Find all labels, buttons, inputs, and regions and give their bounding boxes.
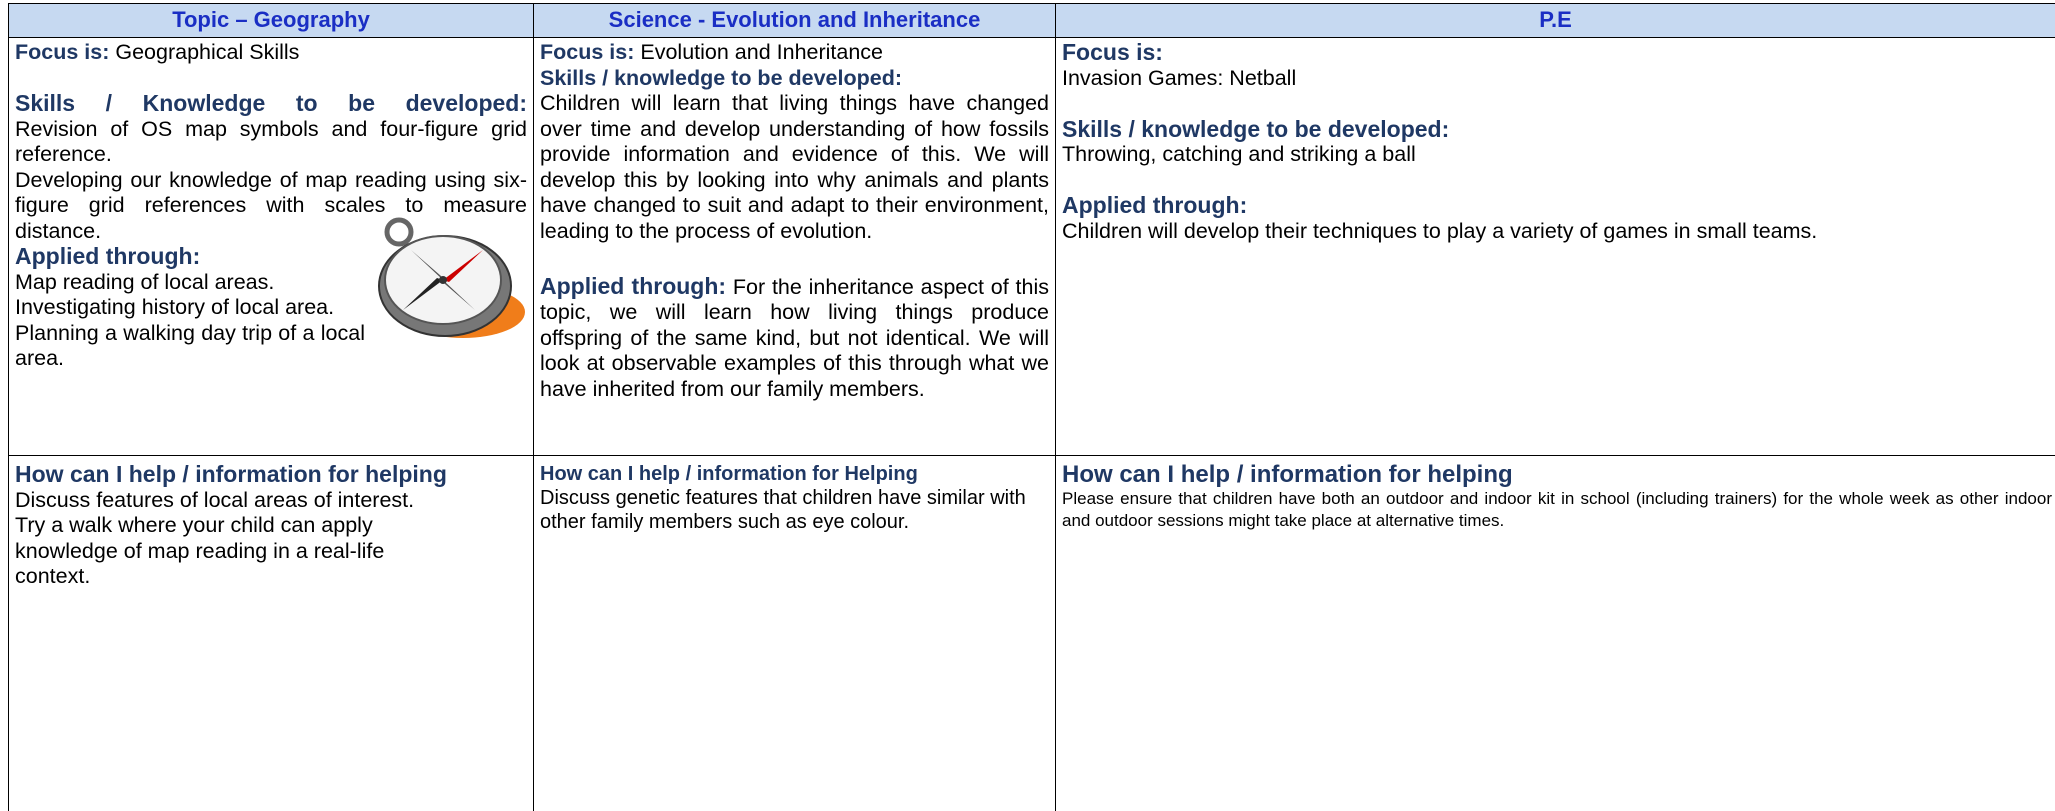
text: Discuss features of local areas of inter… xyxy=(15,487,415,512)
label: How can I help / information for helping xyxy=(1062,461,1513,488)
label: Applied through: xyxy=(15,243,201,269)
text: Evolution and Inheritance xyxy=(640,40,884,64)
label: How can I help / information for helping xyxy=(15,461,447,487)
label: Focus is: xyxy=(15,40,110,64)
text: Developing our knowledge of map reading … xyxy=(15,167,527,243)
cell: Focus is: Evolution and Inheritance Skil… xyxy=(533,37,1055,455)
label: Applied through: xyxy=(540,272,727,299)
label: Applied through: xyxy=(1062,192,1248,218)
text: Children will develop their techniques t… xyxy=(1062,218,1818,243)
text: Investigating history of local area. xyxy=(15,295,335,319)
compass-icon xyxy=(378,217,525,338)
label: Skills / Knowledge to be developed: xyxy=(15,90,527,116)
text: For the inheritance aspect of this topic… xyxy=(540,274,1049,401)
text: Planning a walking day trip of a local a… xyxy=(15,320,365,371)
cell: Focus is: Invasion Games: Netball Skills… xyxy=(1055,37,2055,455)
label: How can I help / information for Helping xyxy=(540,463,918,485)
cell: How can I help / information for helping… xyxy=(1055,455,2055,811)
text: Children will learn that living things h… xyxy=(540,91,1049,243)
label: Skills / knowledge to be developed: xyxy=(1062,115,1450,142)
text: Revision of OS map symbols and four-figu… xyxy=(15,116,527,167)
text: Please ensure that children have both an… xyxy=(1062,489,2052,530)
text: Invasion Games: Netball xyxy=(1062,65,1297,90)
label: Skills / knowledge to be developed: xyxy=(540,65,902,90)
label: Focus is: xyxy=(1062,39,1163,65)
text: Map reading of local areas. xyxy=(15,269,275,294)
header-cell: P.E xyxy=(1055,3,2055,37)
label: Focus is: xyxy=(540,40,635,64)
text: Try a walk where your child can apply kn… xyxy=(15,513,385,588)
header-cell: Science - Evolution and Inheritance xyxy=(533,3,1055,37)
header-cell: Topic – Geography xyxy=(8,3,533,37)
text: Throwing, catching and striking a ball xyxy=(1062,142,1416,166)
text: Discuss genetic features that children h… xyxy=(540,487,1026,533)
cell: How can I help / information for Helping… xyxy=(533,455,1055,811)
cell: Focus is: Geographical Skills Skills / K… xyxy=(8,37,533,455)
cell: How can I help / information for helping… xyxy=(8,455,533,811)
text: Geographical Skills xyxy=(115,40,300,64)
timetable: Topic – Geography Science - Evolution an… xyxy=(8,3,2055,811)
